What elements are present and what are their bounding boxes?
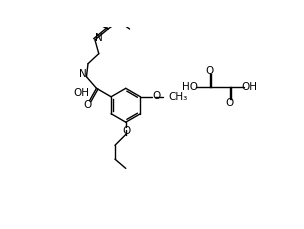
Text: O: O xyxy=(206,65,214,76)
Text: OH: OH xyxy=(242,82,258,92)
Text: HO: HO xyxy=(182,82,198,92)
Text: N: N xyxy=(79,69,86,79)
Text: O: O xyxy=(83,100,92,110)
Text: CH₃: CH₃ xyxy=(168,92,187,102)
Text: O: O xyxy=(226,98,234,108)
Text: OH: OH xyxy=(73,88,89,98)
Text: N: N xyxy=(95,33,103,43)
Text: O: O xyxy=(153,91,161,101)
Text: O: O xyxy=(123,126,131,136)
